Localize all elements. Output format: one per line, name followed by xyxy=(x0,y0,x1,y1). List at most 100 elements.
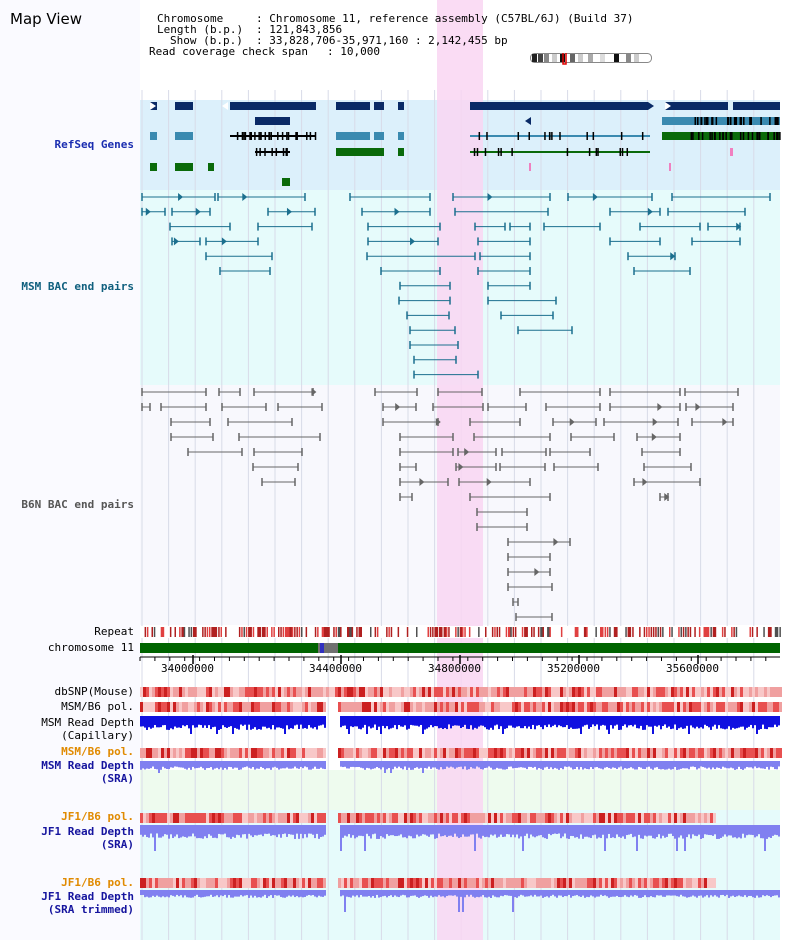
read-depth-bar xyxy=(632,890,634,897)
polymorphism-cell xyxy=(605,687,608,697)
read-depth-bar xyxy=(270,890,272,896)
read-depth-bar xyxy=(594,716,596,727)
polymorphism-cell xyxy=(707,813,710,823)
read-depth-bar xyxy=(618,716,620,730)
b6n-bac-label[interactable]: B6N BAC end pairs xyxy=(21,498,134,511)
polymorphism-cell xyxy=(530,702,533,712)
length-value: : 121,843,856 xyxy=(256,23,343,36)
read-depth-bar xyxy=(594,761,596,768)
read-depth-bar xyxy=(656,890,658,896)
gene-exon xyxy=(620,132,623,140)
polymorphism-cell xyxy=(251,813,254,823)
read-depth-bar xyxy=(198,716,200,725)
polymorphism-cell xyxy=(149,813,152,823)
read-depth-bar xyxy=(446,825,448,837)
read-depth-bar xyxy=(612,761,614,768)
polymorphism-cell xyxy=(482,813,485,823)
gene-exon xyxy=(260,132,262,140)
read-depth-bar xyxy=(556,761,558,769)
gene-exon xyxy=(258,132,260,140)
read-depth-bar xyxy=(586,761,588,770)
polymorphism-cell xyxy=(269,687,272,697)
read-depth-bar xyxy=(144,716,146,728)
polymorphism-cell xyxy=(596,748,599,758)
read-depth-bar xyxy=(420,716,422,725)
read-depth-bar xyxy=(190,890,192,898)
read-depth-bar xyxy=(358,825,360,836)
polymorphism-cell xyxy=(344,878,347,888)
polymorphism-cell xyxy=(143,687,146,697)
axis-tick-label: 34800000 xyxy=(428,662,481,675)
read-depth-bar xyxy=(674,825,676,839)
polymorphism-cell xyxy=(353,878,356,888)
read-depth-bar xyxy=(776,890,778,896)
read-depth-bar xyxy=(602,825,604,835)
read-depth-bar xyxy=(298,716,300,730)
polymorphism-cell xyxy=(506,702,509,712)
read-depth-bar xyxy=(356,761,358,768)
polymorphism-cell xyxy=(731,702,734,712)
chromosome-ideogram[interactable] xyxy=(530,53,654,67)
read-depth-bar xyxy=(464,825,466,837)
polymorphism-cell xyxy=(146,878,149,888)
polymorphism-cell xyxy=(449,687,452,697)
read-depth-bar xyxy=(388,825,390,836)
read-depth-bar xyxy=(556,825,558,834)
polymorphism-cell xyxy=(299,813,302,823)
polymorphism-cell xyxy=(770,702,773,712)
ideogram-position-marker xyxy=(562,53,567,65)
read-depth-bar xyxy=(588,761,590,770)
polymorphism-cell xyxy=(455,878,458,888)
msm-bac-label[interactable]: MSM BAC end pairs xyxy=(21,280,134,293)
read-depth-bar xyxy=(698,890,700,896)
read-depth-bar xyxy=(344,825,346,836)
polymorphism-cell xyxy=(686,702,689,712)
polymorphism-cell xyxy=(458,878,461,888)
read-depth-bar xyxy=(622,761,624,770)
read-depth-bar xyxy=(254,825,256,836)
polymorphism-cell xyxy=(401,687,404,697)
read-depth-bar xyxy=(258,890,260,898)
polymorphism-cell xyxy=(572,813,575,823)
read-depth-bar xyxy=(540,716,542,727)
read-depth-bar xyxy=(602,716,604,725)
read-depth-bar xyxy=(504,825,506,837)
read-depth-bar xyxy=(166,716,168,730)
gene-exon xyxy=(758,132,761,140)
polymorphism-cell xyxy=(410,702,413,712)
polymorphism-cell xyxy=(461,748,464,758)
polymorphism-cell xyxy=(557,813,560,823)
repeat-mark xyxy=(174,627,176,637)
polymorphism-cell xyxy=(143,748,146,758)
repeat-mark xyxy=(770,627,772,637)
read-depth-bar xyxy=(478,716,480,727)
gene-exon xyxy=(773,132,775,140)
read-depth-bar xyxy=(184,716,186,727)
read-depth-bar xyxy=(708,825,710,835)
bac-end-arrow xyxy=(464,448,470,456)
polymorphism-cell xyxy=(407,813,410,823)
read-depth-bar xyxy=(434,825,436,839)
read-depth-bar xyxy=(402,761,404,770)
refseq-genes-label[interactable]: RefSeq Genes xyxy=(54,138,134,151)
polymorphism-cell xyxy=(152,813,155,823)
read-depth-bar xyxy=(686,825,688,838)
read-depth-bar xyxy=(192,716,194,726)
read-depth-bar xyxy=(492,825,494,836)
polymorphism-cell xyxy=(440,813,443,823)
read-depth-bar xyxy=(260,825,262,835)
polymorphism-cell xyxy=(440,702,443,712)
read-depth-bar xyxy=(200,716,202,726)
read-depth-bar xyxy=(432,761,434,768)
polymorphism-cell xyxy=(689,813,692,823)
polymorphism-cell xyxy=(155,813,158,823)
read-depth-bar xyxy=(388,890,390,897)
read-depth-bar xyxy=(186,761,188,770)
read-depth-bar xyxy=(434,761,436,768)
read-depth-bar xyxy=(300,825,302,834)
polymorphism-cell xyxy=(458,748,461,758)
polymorphism-cell xyxy=(173,878,176,888)
polymorphism-cell xyxy=(197,748,200,758)
read-depth-bar xyxy=(542,761,544,770)
